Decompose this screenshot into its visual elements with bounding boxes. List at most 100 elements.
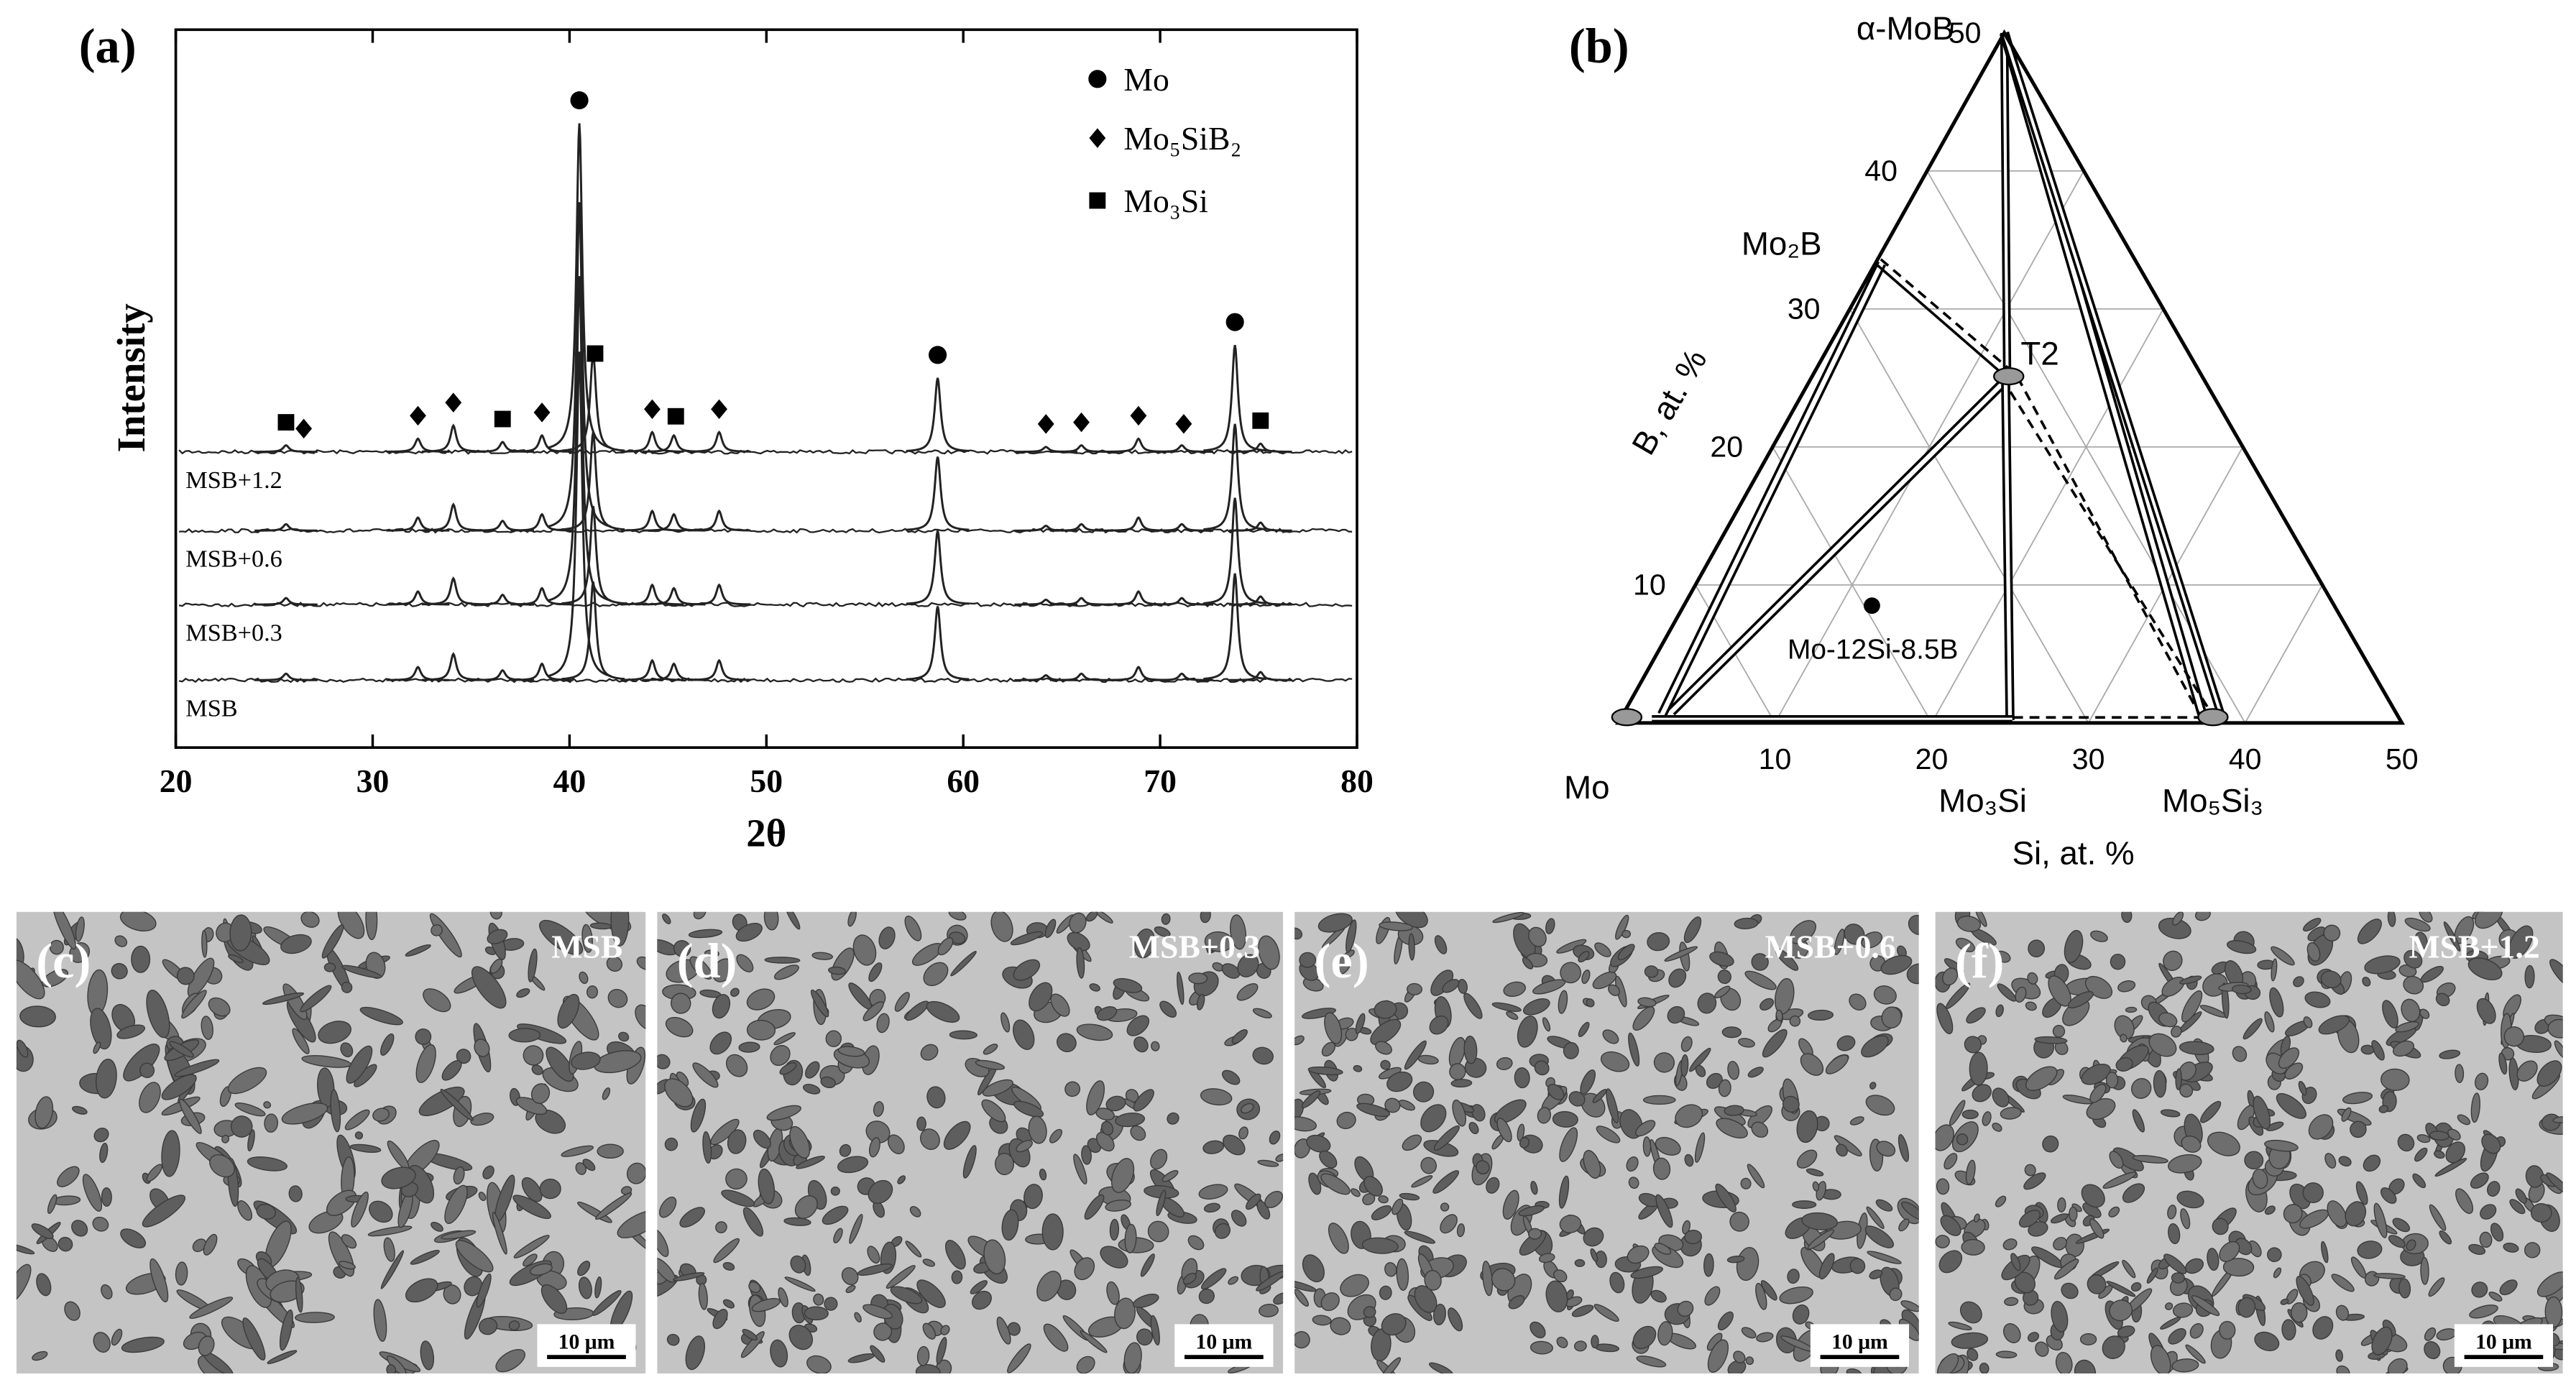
- grain: [208, 997, 231, 1017]
- grain: [1995, 1195, 2007, 1207]
- grain: [234, 1103, 266, 1117]
- grain: [1245, 1193, 1261, 1210]
- grain: [1159, 1000, 1177, 1018]
- grain: [175, 1261, 188, 1286]
- marker-mo3si: [667, 408, 684, 425]
- grain: [1762, 1028, 1788, 1058]
- phase-label: Mo₅Si₃: [2162, 782, 2263, 819]
- grain: [383, 1237, 395, 1262]
- grain: [2327, 1200, 2347, 1228]
- grain: [2373, 1202, 2388, 1238]
- grain: [693, 911, 707, 920]
- grain: [1317, 913, 1353, 933]
- phase-boundary-inner: [1660, 262, 1884, 716]
- grain: [1836, 1143, 1848, 1157]
- phase-label: Mo₂B: [1742, 225, 1822, 262]
- grain: [740, 1331, 765, 1358]
- grain: [2015, 986, 2027, 1003]
- grain: [2503, 1026, 2525, 1047]
- grain: [727, 1129, 747, 1154]
- grain: [1363, 1176, 1383, 1197]
- grain: [16, 1039, 29, 1058]
- grain: [508, 1028, 541, 1043]
- grain: [577, 1201, 612, 1223]
- phase-label: T2: [2020, 336, 2058, 372]
- grain: [308, 1210, 344, 1234]
- grain: [1818, 1253, 1835, 1280]
- panel-label: (b): [1569, 19, 1629, 73]
- grain: [1044, 919, 1057, 939]
- grain: [341, 1234, 357, 1249]
- grain: [263, 1101, 272, 1109]
- grain: [340, 1042, 354, 1058]
- phase-line: [2009, 391, 2212, 713]
- grain: [1747, 1067, 1764, 1078]
- grain: [2163, 950, 2183, 971]
- grain: [478, 1317, 498, 1335]
- grain: [482, 1165, 494, 1179]
- peak: [1228, 521, 1292, 532]
- grain: [1503, 981, 1526, 998]
- grain: [36, 1273, 52, 1297]
- grain: [2025, 1066, 2058, 1091]
- x-tick-label: 80: [1340, 763, 1374, 799]
- grain: [1596, 1126, 1621, 1143]
- grain: [1375, 1041, 1392, 1055]
- grain: [2480, 1204, 2497, 1220]
- phase-boundary-inner: [2003, 377, 2012, 721]
- grain: [1084, 1194, 1105, 1220]
- grain: [607, 988, 628, 1008]
- grain: [2269, 987, 2284, 1018]
- grain: [2434, 1158, 2467, 1177]
- grain: [1608, 984, 1620, 996]
- grain: [1727, 1360, 1747, 1373]
- peak: [642, 662, 706, 681]
- grain: [1869, 1269, 1883, 1279]
- grain: [209, 1154, 235, 1178]
- x-axis-label: 2θ: [746, 811, 786, 855]
- grain: [2231, 984, 2252, 995]
- grain: [2028, 939, 2046, 958]
- grain: [890, 1286, 923, 1304]
- grain: [1935, 1124, 1954, 1151]
- grain: [2403, 975, 2424, 995]
- grain: [528, 948, 538, 982]
- grain: [626, 1162, 646, 1184]
- grain: [2052, 1024, 2066, 1038]
- grain: [1187, 1235, 1205, 1251]
- grain: [2488, 1292, 2503, 1302]
- grain: [169, 1041, 194, 1058]
- grain: [1528, 926, 1547, 947]
- grain: [828, 966, 847, 975]
- grain: [1420, 1156, 1437, 1174]
- grain: [471, 966, 507, 1009]
- grain: [2027, 972, 2038, 985]
- grain: [2200, 1100, 2222, 1123]
- grain: [121, 1336, 165, 1353]
- grain: [2122, 1259, 2136, 1279]
- grain: [2481, 1133, 2501, 1154]
- grain: [2222, 1258, 2255, 1277]
- grain: [2338, 1156, 2352, 1166]
- grain: [618, 1031, 630, 1042]
- grain: [2397, 1133, 2415, 1152]
- grain: [905, 1241, 922, 1258]
- grain: [1013, 959, 1041, 981]
- grain: [1384, 1262, 1397, 1277]
- grain: [1581, 970, 1591, 984]
- grain: [1751, 953, 1769, 971]
- grain: [2302, 918, 2322, 932]
- grain: [1724, 1105, 1744, 1116]
- grain: [1433, 1125, 1460, 1151]
- grain: [773, 1032, 796, 1046]
- grain: [948, 911, 967, 921]
- grain: [854, 1312, 862, 1323]
- grain: [295, 1276, 303, 1313]
- grain: [2034, 1036, 2068, 1044]
- grain: [2331, 1274, 2355, 1292]
- grain: [794, 1195, 818, 1219]
- grain: [1861, 931, 1883, 949]
- grain: [2470, 1172, 2489, 1189]
- grain: [349, 1143, 382, 1153]
- grain: [1407, 982, 1422, 995]
